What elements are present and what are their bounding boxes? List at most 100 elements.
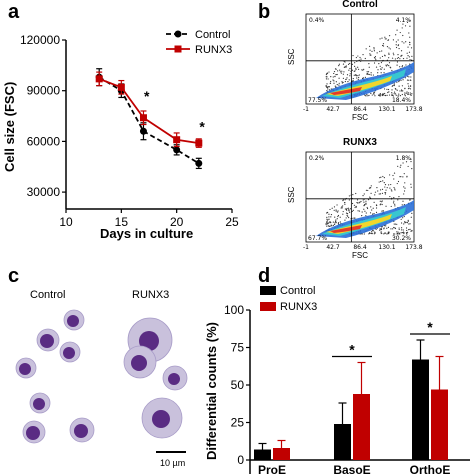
event-dot: [361, 69, 363, 71]
event-dot: [327, 222, 330, 224]
event-dot: [403, 173, 405, 175]
quadrant-top-left: 0.2%: [309, 155, 325, 162]
quadrant-bottom-left: 67.7%: [308, 235, 327, 242]
event-dot: [384, 55, 386, 57]
event-dot: [393, 93, 395, 95]
data-point-control: [195, 159, 203, 167]
x-axis-label: FSC: [352, 251, 368, 260]
event-dot: [400, 232, 402, 234]
event-dot: [391, 93, 393, 95]
event-dot: [357, 75, 359, 77]
event-dot: [402, 90, 404, 92]
event-dot: [339, 216, 341, 218]
x-tick-label: 10: [59, 215, 73, 229]
cell-nucleus: [63, 347, 75, 359]
event-dot: [380, 203, 382, 205]
data-point-runx3: [117, 83, 125, 91]
event-dot: [395, 34, 397, 36]
event-dot: [388, 184, 390, 186]
event-dot: [326, 225, 328, 227]
event-dot: [396, 64, 398, 66]
event-dot: [382, 180, 384, 182]
event-dot: [390, 228, 392, 230]
event-dot: [384, 183, 387, 186]
event-dot: [326, 222, 328, 224]
event-dot: [387, 88, 390, 91]
event-dot: [327, 86, 329, 88]
event-dot: [409, 199, 411, 201]
event-dot: [393, 91, 396, 93]
event-dot: [401, 93, 403, 96]
event-dot: [392, 174, 394, 177]
event-dot: [402, 57, 405, 60]
event-dot: [338, 65, 340, 67]
event-dot: [407, 55, 409, 57]
event-dot: [388, 52, 390, 54]
bar-control-basoe: [334, 424, 351, 460]
event-dot: [326, 216, 328, 218]
event-dot: [394, 93, 397, 95]
event-dot: [411, 55, 413, 57]
event-dot: [339, 221, 341, 223]
event-dot: [365, 48, 367, 50]
event-dot: [330, 88, 332, 90]
event-dot: [335, 68, 337, 70]
event-dot: [352, 54, 354, 57]
event-dot: [374, 232, 376, 234]
event-dot: [352, 209, 354, 211]
event-dot: [371, 94, 373, 96]
event-dot: [330, 216, 332, 218]
event-dot: [380, 72, 382, 74]
event-dot: [401, 41, 403, 43]
event-dot: [365, 200, 367, 202]
event-dot: [403, 215, 405, 218]
event-dot: [345, 212, 348, 214]
event-dot: [400, 176, 402, 178]
y-axis-label: SSC: [287, 186, 296, 203]
event-dot: [358, 210, 361, 212]
event-dot: [384, 232, 386, 234]
event-dot: [374, 191, 377, 193]
event-dot: [349, 211, 351, 214]
event-dot: [398, 195, 400, 198]
panel-letter-a: a: [8, 1, 20, 23]
event-dot: [379, 177, 381, 179]
event-dot: [359, 56, 361, 59]
event-dot: [348, 199, 350, 201]
event-dot: [410, 230, 412, 232]
event-dot: [401, 27, 403, 29]
event-dot: [365, 215, 367, 217]
event-dot: [355, 206, 358, 208]
event-dot: [362, 199, 364, 201]
category-label: ProE: [258, 463, 286, 474]
event-dot: [380, 228, 382, 231]
event-dot: [402, 217, 404, 219]
event-dot: [362, 53, 364, 56]
panel-letter-d: d: [258, 265, 270, 287]
event-dot: [388, 94, 391, 96]
event-dot: [404, 222, 406, 224]
event-dot: [345, 208, 348, 211]
event-dot: [369, 196, 371, 198]
quadrant-bottom-right: 18.4%: [392, 97, 411, 104]
event-dot: [347, 207, 349, 209]
event-dot: [397, 231, 399, 233]
event-dot: [396, 61, 399, 63]
event-dot: [328, 216, 330, 218]
event-dot: [334, 85, 336, 87]
micrograph-panel: Control RUNX3 10 µm: [15, 289, 188, 468]
event-dot: [366, 71, 368, 73]
event-dot: [368, 66, 370, 68]
event-dot: [335, 81, 337, 83]
event-dot: [405, 92, 407, 94]
event-dot: [396, 29, 398, 31]
event-dot: [373, 47, 375, 49]
event-dot: [337, 70, 339, 72]
event-dot: [365, 212, 367, 214]
event-dot: [394, 223, 396, 225]
event-dot: [391, 85, 393, 87]
cell-nucleus: [33, 398, 45, 410]
event-dot: [382, 210, 384, 212]
event-dot: [390, 205, 392, 208]
event-dot: [396, 89, 398, 91]
